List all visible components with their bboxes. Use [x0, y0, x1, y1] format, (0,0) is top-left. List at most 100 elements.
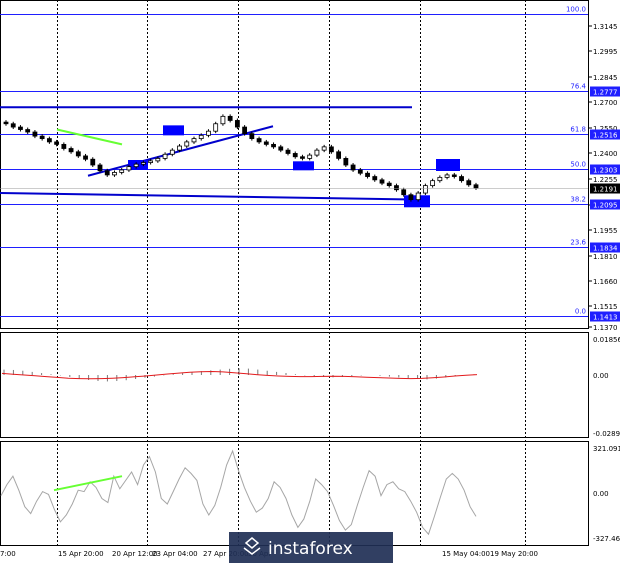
candle-body — [459, 176, 464, 182]
candle-body — [162, 153, 168, 159]
candle-body — [126, 166, 132, 171]
fib-price-label: 1.2303 — [593, 167, 618, 175]
candle-body — [191, 138, 197, 143]
candle-body — [97, 164, 103, 172]
fib-level-percent: 38.2 — [570, 196, 586, 204]
fib-price-box — [590, 199, 620, 210]
time-tick-label: 27 Apr 20:00 — [203, 550, 249, 558]
price-tick-label: 1.1515 — [593, 303, 618, 311]
candle-body — [394, 185, 399, 191]
candle-body — [451, 174, 457, 177]
panel-frame-1 — [0, 0, 589, 329]
candle-body — [10, 123, 16, 128]
candle-body — [473, 184, 479, 189]
price-tick-label: 1.2255 — [593, 176, 618, 184]
macd-tick-label: 0.00 — [593, 372, 609, 380]
time-tick-label: 7:00 — [0, 550, 16, 558]
candle-body — [213, 123, 219, 132]
signal-box-1 — [163, 125, 184, 136]
candle-body — [350, 164, 356, 171]
candle-body — [68, 148, 74, 153]
price-tick-label: 1.1660 — [593, 278, 618, 286]
candle-body — [271, 143, 276, 148]
time-tick-label: 15 May 04:00 — [442, 550, 490, 558]
watermark-text: instaforex — [268, 539, 353, 559]
candle-body — [104, 170, 110, 176]
logo-stroke — [243, 547, 261, 555]
candle-body — [285, 149, 291, 154]
fib-price-label: 1.2516 — [593, 132, 618, 140]
cci-tick-label: 321.0916 — [593, 445, 620, 453]
candle-body — [18, 126, 23, 130]
price-tick-label: 1.2550 — [593, 125, 618, 133]
signal-box-3 — [436, 159, 460, 171]
candle-body — [140, 162, 146, 165]
price-tick-label: 1.1370 — [593, 324, 618, 332]
divergence-line-price — [56, 128, 123, 146]
candle-body — [133, 163, 139, 168]
price-tick-label: 1.2845 — [593, 74, 618, 82]
cci-tick-label: -327.4631 — [593, 535, 620, 543]
candle-body — [365, 172, 370, 177]
candle-body — [314, 149, 320, 156]
price-tick-label: 1.2400 — [593, 150, 618, 158]
candle-body — [430, 180, 436, 187]
candle-body — [61, 143, 67, 149]
current-price-label: 1.2191 — [593, 186, 618, 194]
cci-line — [0, 449, 477, 536]
candle-body — [307, 154, 313, 159]
candle-body — [242, 126, 248, 135]
candle-body — [300, 156, 305, 159]
price-tick-label: 1.2995 — [593, 48, 618, 56]
fib-price-box — [590, 86, 620, 97]
candle-body — [336, 151, 342, 159]
candle-body — [415, 192, 421, 201]
candle-body — [32, 131, 38, 137]
candle-body — [184, 141, 190, 147]
fib-level-percent: 23.6 — [570, 239, 586, 247]
candle-body — [321, 146, 327, 151]
price-tick-label: 1.1955 — [593, 227, 618, 235]
candle-body — [25, 129, 31, 133]
fib-level-percent: 50.0 — [570, 161, 586, 169]
candle-body — [220, 115, 226, 125]
fib-price-box — [590, 129, 620, 140]
candle-body — [263, 141, 269, 145]
candle-body — [198, 134, 204, 140]
candle-body — [357, 169, 363, 174]
channel-bottom-line — [0, 192, 421, 201]
candle-body — [343, 158, 349, 166]
candle-body — [444, 174, 450, 178]
candle-body — [39, 135, 45, 140]
candle-body — [249, 133, 255, 140]
candle-body — [75, 151, 81, 157]
candle-body — [466, 180, 472, 186]
divergence-line-cci — [53, 475, 123, 492]
candle-body — [54, 141, 60, 145]
logo-stroke — [244, 537, 260, 549]
candle-body — [169, 149, 175, 155]
time-tick-label: 19 May 20:00 — [490, 550, 538, 558]
candle-body — [386, 182, 392, 187]
cci-tick-label: 0.00 — [593, 490, 609, 498]
candle-body — [119, 169, 125, 173]
macd-signal-line — [1, 370, 478, 380]
candle-body — [83, 155, 88, 160]
panel-frame-2 — [0, 332, 589, 438]
macd-tick-label: -0.02892 — [593, 430, 620, 438]
time-tick-label: 15 Apr 20:00 — [58, 550, 104, 558]
support-trendline — [87, 125, 274, 177]
price-tick-label: 1.1810 — [593, 253, 618, 261]
candle-body — [155, 158, 161, 162]
candle-body — [90, 158, 96, 166]
candle-body — [437, 176, 443, 182]
candle-body — [408, 194, 414, 201]
fib-price-label: 1.1413 — [593, 314, 618, 322]
candle-body — [401, 189, 407, 196]
time-tick-label: 23 Apr 04:00 — [152, 550, 198, 558]
candle-body — [177, 145, 182, 151]
fib-price-box — [590, 164, 620, 175]
price-tick-label: 1.3145 — [593, 23, 618, 31]
